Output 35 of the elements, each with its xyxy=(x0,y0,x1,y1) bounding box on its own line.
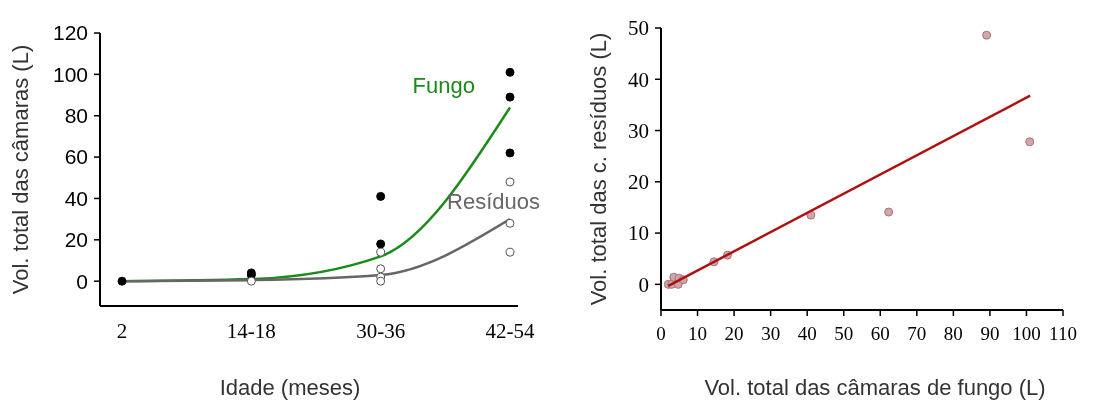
x-tick-label: 50 xyxy=(834,323,854,344)
series-label: Fungo xyxy=(412,73,475,99)
y-tick-label: 80 xyxy=(64,104,88,128)
x-tick-label: 14-18 xyxy=(226,319,276,343)
x-tick-label: 30 xyxy=(761,323,781,344)
x-tick-label: 40 xyxy=(797,323,817,344)
y-axis-title: Vol. total das câmaras (L) xyxy=(8,44,33,295)
x-axis-title: Idade (meses) xyxy=(219,375,361,400)
x-tick-label: 10 xyxy=(688,323,708,344)
x-tick-label: 0 xyxy=(656,323,666,344)
x-tick-label: 20 xyxy=(724,323,744,344)
x-tick-label: 110 xyxy=(1049,323,1077,344)
x-axis-title: Vol. total das câmaras de fungo (L) xyxy=(704,375,1046,400)
x-tick-label: 80 xyxy=(943,323,963,344)
y-tick-label: 120 xyxy=(52,21,88,45)
x-tick-label: 60 xyxy=(870,323,890,344)
y-tick-label: 20 xyxy=(64,228,88,252)
y-tick-label: 0 xyxy=(76,269,88,293)
y-tick-label: 40 xyxy=(628,67,649,92)
y-tick-label: 10 xyxy=(628,221,649,246)
y-tick-label: 30 xyxy=(628,118,649,143)
y-tick-label: 100 xyxy=(52,62,88,86)
y-tick-label: 60 xyxy=(64,145,88,169)
x-tick-label: 42-54 xyxy=(485,319,535,343)
x-tick-label: 70 xyxy=(907,323,927,344)
x-tick-label: 100 xyxy=(1012,323,1041,344)
series-label: Resíduos xyxy=(447,189,540,215)
y-tick-label: 20 xyxy=(628,170,649,195)
y-axis-title: Vol. total das c. resíduos (L) xyxy=(586,32,611,306)
x-tick-label: 30-36 xyxy=(356,319,406,343)
y-tick-label: 50 xyxy=(628,16,649,41)
y-tick-label: 40 xyxy=(64,186,88,210)
x-tick-label: 90 xyxy=(980,323,1000,344)
y-tick-label: 0 xyxy=(638,272,649,297)
x-tick-label: 2 xyxy=(116,319,128,343)
